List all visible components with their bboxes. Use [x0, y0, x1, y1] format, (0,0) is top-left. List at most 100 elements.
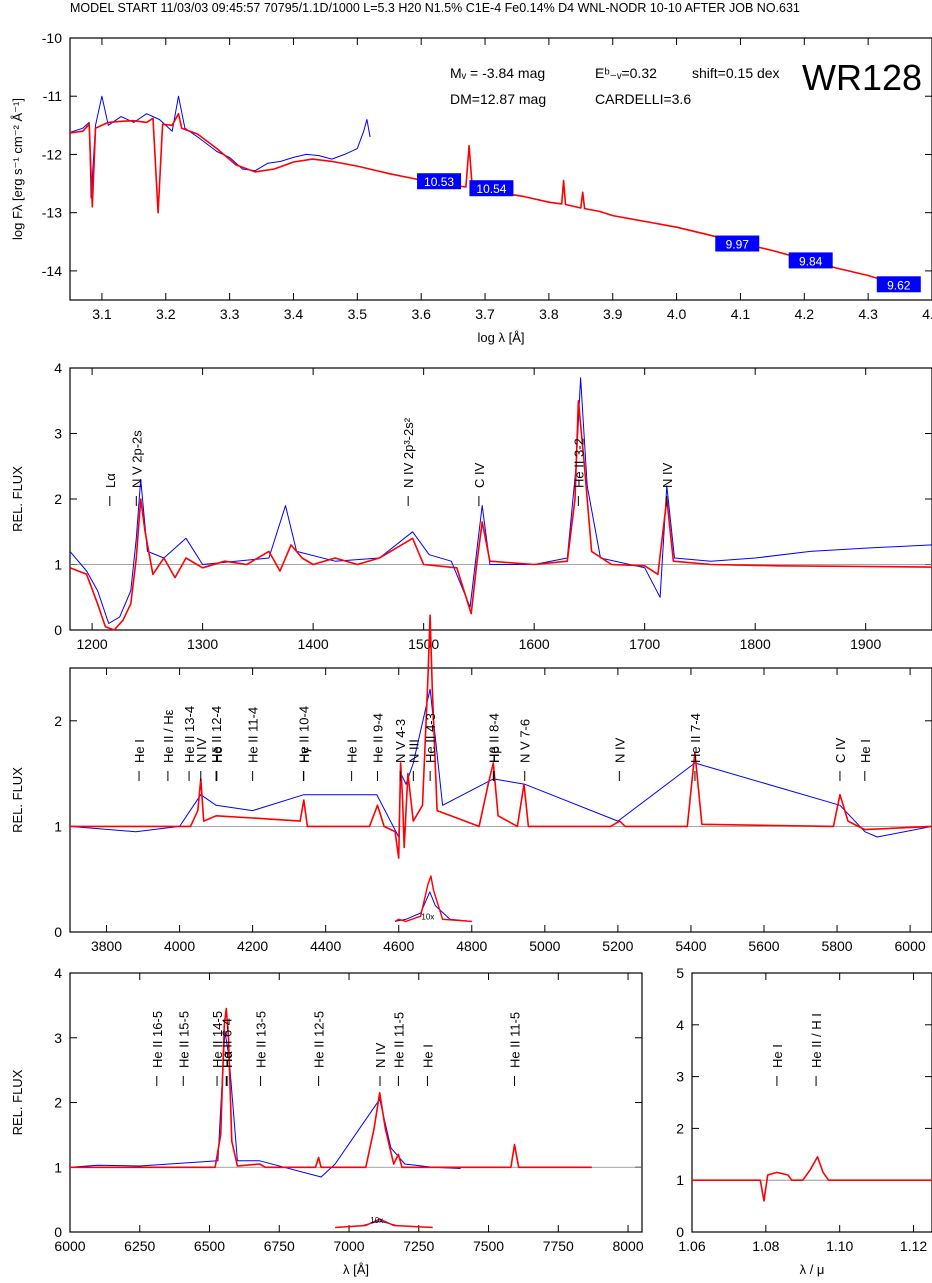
line-id: He II 13-4	[182, 706, 197, 781]
line-id: He II 3-2	[571, 438, 586, 506]
line-id: He I	[132, 739, 147, 781]
model-spectrum	[69, 399, 932, 631]
line-id-label: N IV	[373, 1042, 388, 1068]
x-tick-label: 1.06	[678, 1238, 705, 1254]
line-id: Hδ	[210, 746, 225, 781]
photometry-label: 10.54	[476, 182, 506, 196]
y-tick-label: 4	[676, 1017, 684, 1033]
inset-model	[335, 1218, 433, 1229]
y-tick-label: 0	[54, 924, 62, 940]
line-id-label: Hδ	[210, 746, 225, 763]
line-id-label: He II 11-5	[391, 1012, 406, 1068]
line-id-label: He II 11-5	[507, 1012, 522, 1068]
x-tick-label: 3.5	[348, 306, 368, 322]
x-tick-label: 8000	[612, 1238, 643, 1254]
panel-uv: 1200 1300 1400 1500 1600 1700 1800 1900 0 1 2 3 4 REL…	[10, 360, 932, 652]
line-id-label: He II 11-4	[246, 707, 261, 763]
x-axis-label: λ / μ	[800, 1262, 825, 1277]
x-axis-label: log λ [Å]	[478, 330, 525, 345]
x-tick-label: 4.3	[858, 306, 878, 322]
line-id-label: He II 12-5	[312, 1011, 327, 1068]
model-spectrum	[69, 112, 901, 287]
x-tick-label: 4400	[310, 938, 341, 954]
line-id-label: He I	[770, 1044, 785, 1068]
line-id-label: C IV	[472, 462, 487, 488]
y-tick-label: -11	[43, 88, 62, 104]
panel-frame	[691, 972, 932, 1233]
line-id-label: He II 13-4	[182, 706, 197, 763]
photometry-box-bg	[876, 276, 921, 293]
y-axis-label: log Fλ [erg s⁻¹ cm⁻² Å⁻¹]	[10, 98, 25, 240]
line-id: He II 9-4	[371, 713, 386, 781]
x-tick-label: 4.0	[667, 306, 687, 322]
line-id-label: Hβ	[487, 746, 502, 763]
line-id-label: He II 12-4	[209, 706, 224, 763]
y-tick-label: 3	[54, 1030, 62, 1046]
line-id-label: He II 10-4	[296, 706, 311, 763]
line-id: He II 10-4	[296, 706, 311, 781]
x-tick-label: 1200	[77, 636, 108, 652]
y-tick-label: -14	[42, 263, 62, 279]
star-name: WR128	[802, 57, 922, 98]
line-id-label: Hα	[220, 1051, 235, 1068]
y-tick-label: -10	[42, 30, 62, 46]
photometry-label: 9.84	[799, 254, 823, 268]
line-id-label: N IV	[612, 737, 627, 763]
photometry-box: 9.97	[715, 235, 760, 252]
x-tick-label: 1.10	[826, 1238, 853, 1254]
line-id: He II 15-5	[176, 1011, 191, 1086]
line-id: N V 7-6	[518, 719, 533, 781]
photometry-box: 9.62	[876, 276, 921, 293]
y-tick-label: 1	[54, 557, 62, 573]
line-id-label: He II 4-3	[423, 713, 438, 763]
line-id: N V 2p-2s	[129, 430, 144, 506]
y-tick-label: 2	[54, 491, 62, 507]
inset-label: 10x	[370, 1216, 383, 1225]
x-tick-label: 3.7	[475, 306, 495, 322]
x-tick-label: 4800	[456, 938, 487, 954]
y-tick-label: -13	[42, 205, 62, 221]
line-id: N IV	[373, 1042, 388, 1086]
x-tick-label: 7250	[403, 1238, 434, 1254]
y-tick-label: 4	[54, 360, 62, 376]
x-tick-label: 1900	[850, 636, 881, 652]
photometry-box-bg	[715, 235, 760, 252]
x-tick-label: 6000	[895, 938, 926, 954]
model-spectrum	[70, 614, 932, 859]
line-id-label: N IV 2p³-2s²	[401, 417, 416, 488]
x-tick-label: 3.3	[220, 306, 240, 322]
x-tick-label: 6250	[124, 1238, 155, 1254]
x-tick-label: 6750	[264, 1238, 295, 1254]
line-id-label: He II / Hε	[161, 709, 176, 763]
y-tick-label: 1	[54, 1159, 62, 1175]
photometry-label: 9.62	[887, 278, 911, 292]
observed-spectrum	[69, 377, 932, 624]
y-tick-label: 2	[54, 1095, 62, 1111]
header-line: MODEL START 11/03/03 09:45:57 70795/1.1D…	[70, 1, 800, 15]
line-id: He II / H I	[809, 1013, 824, 1086]
line-id: He II 13-5	[254, 1011, 269, 1086]
line-id: N IV	[194, 737, 209, 781]
panel-red: 6000 6250 6500 6750 7000 7250 7500 7750 8000 0 1 2 3…	[10, 965, 644, 1277]
line-id: Hγ	[297, 747, 312, 781]
y-tick-label: 0	[54, 622, 62, 638]
line-id: He II 16-5	[150, 1011, 165, 1086]
info-ebv: Eᵇ₋ᵥ=0.32	[595, 65, 657, 81]
observed-spectrum	[69, 688, 932, 838]
y-tick-label: 4	[54, 965, 62, 981]
line-id-label: N V 2p-2s	[129, 430, 144, 488]
line-id-label: N III	[406, 739, 421, 763]
line-id: He II 4-3	[423, 713, 438, 781]
y-tick-label: 2	[54, 713, 62, 729]
line-id: C IV	[472, 462, 487, 506]
panel-ir: 1.06 1.08 1.10 1.12 0 1 2 3 4 5 λ / μ He I He II / H…	[676, 965, 932, 1277]
line-id-label: He I	[420, 1044, 435, 1068]
photometry-box-bg	[469, 180, 514, 197]
line-id: N V 4-3	[393, 719, 408, 781]
line-id-label: N IV	[194, 737, 209, 763]
x-tick-label: 5200	[602, 938, 633, 954]
line-id: Hβ	[487, 746, 502, 781]
line-id: C IV	[833, 737, 848, 781]
line-id: N IV 2p³-2s²	[401, 417, 416, 506]
x-tick-label: 5800	[821, 938, 852, 954]
